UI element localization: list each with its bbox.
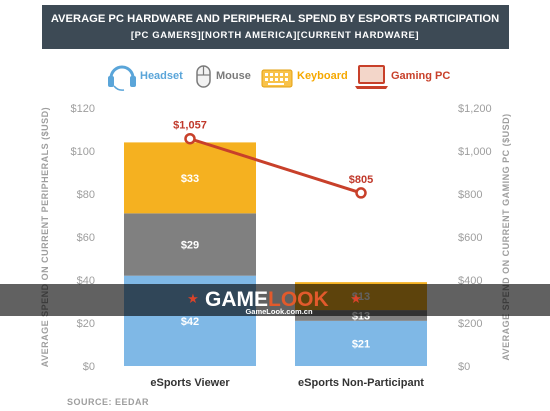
bar-label-headset: $21 (352, 338, 370, 350)
category-label: eSports Non-Participant (298, 377, 424, 389)
category-label: eSports Viewer (150, 377, 230, 389)
y-tick-label-left: $100 (71, 146, 95, 158)
line-point-label: $805 (349, 174, 373, 186)
y-tick-label-right: $600 (458, 232, 482, 244)
watermark-star-right: ★ (350, 291, 362, 306)
x-axis: eSports Viewer eSports Non-Participant (150, 377, 424, 389)
legend-item-mouse: Mouse (196, 65, 251, 88)
bars: $42$29$33$21$13$13 (124, 142, 427, 366)
line-point (355, 187, 367, 199)
y-axis-title-right: AVERAGE SPEND ON CURRENT GAMING PC ($USD… (501, 113, 511, 360)
y-axis-right: $0$200$400$600$800$1,000$1,200 (458, 103, 492, 373)
bar-segment-headset (295, 320, 427, 366)
chart-title: AVERAGE PC HARDWARE AND PERIPHERAL SPEND… (51, 13, 499, 25)
y-tick-label-left: $120 (71, 103, 95, 115)
header-banner (42, 5, 509, 49)
y-tick-label-left: $0 (83, 361, 95, 373)
line-point-label: $1,057 (173, 120, 207, 132)
y-tick-label-left: $20 (77, 318, 95, 330)
legend-label-headset: Headset (140, 70, 183, 82)
watermark-brand-a: GAME (205, 288, 268, 311)
legend-label-keyboard: Keyboard (297, 70, 348, 82)
bar-label-headset: $42 (181, 316, 199, 328)
legend-label-gaming-pc: Gaming PC (391, 70, 450, 82)
bar-label-mouse: $29 (181, 240, 199, 252)
watermark: ★ ★ GAMELOOK GameLook.com.cn (0, 284, 550, 316)
y-tick-label-left: $60 (77, 232, 95, 244)
y-tick-label-right: $1,200 (458, 103, 492, 115)
y-axis-left: $0$20$40$60$80$100$120 (71, 103, 95, 373)
legend-item-gaming-pc: Gaming PC (355, 65, 450, 89)
watermark-url: GameLook.com.cn (245, 307, 313, 316)
y-tick-label-right: $0 (458, 361, 470, 373)
bar-label-keyboard: $33 (181, 173, 199, 185)
y-tick-label-right: $1,000 (458, 146, 492, 158)
watermark-band (0, 284, 550, 316)
chart-subtitle: [PC GAMERS][NORTH AMERICA][CURRENT HARDW… (131, 30, 419, 41)
source-note: SOURCE: EEDAR (67, 397, 149, 407)
watermark-star-left: ★ (187, 291, 199, 306)
headset-icon (108, 65, 136, 91)
laptop-icon (355, 65, 388, 89)
bar-segment-mouse (124, 213, 256, 276)
legend-item-headset: Headset (108, 65, 183, 91)
y-tick-label-right: $200 (458, 318, 482, 330)
line-point (184, 132, 196, 145)
legend: Headset Mouse (108, 65, 450, 91)
keyboard-icon (261, 69, 293, 88)
mouse-icon (196, 65, 211, 88)
watermark-brand-b: LOOK (268, 288, 329, 311)
y-tick-label-right: $800 (458, 189, 482, 201)
y-tick-label-left: $80 (77, 189, 95, 201)
gaming-pc-line: $1,057 $805 (173, 120, 373, 199)
line-path (189, 137, 362, 195)
watermark-logo: GAMELOOK (205, 288, 329, 311)
legend-item-keyboard: Keyboard (261, 69, 348, 88)
y-axis-title-left: AVERAGE SPEND ON CURRENT PERIPHERALS ($U… (40, 107, 50, 367)
legend-label-mouse: Mouse (216, 70, 251, 82)
